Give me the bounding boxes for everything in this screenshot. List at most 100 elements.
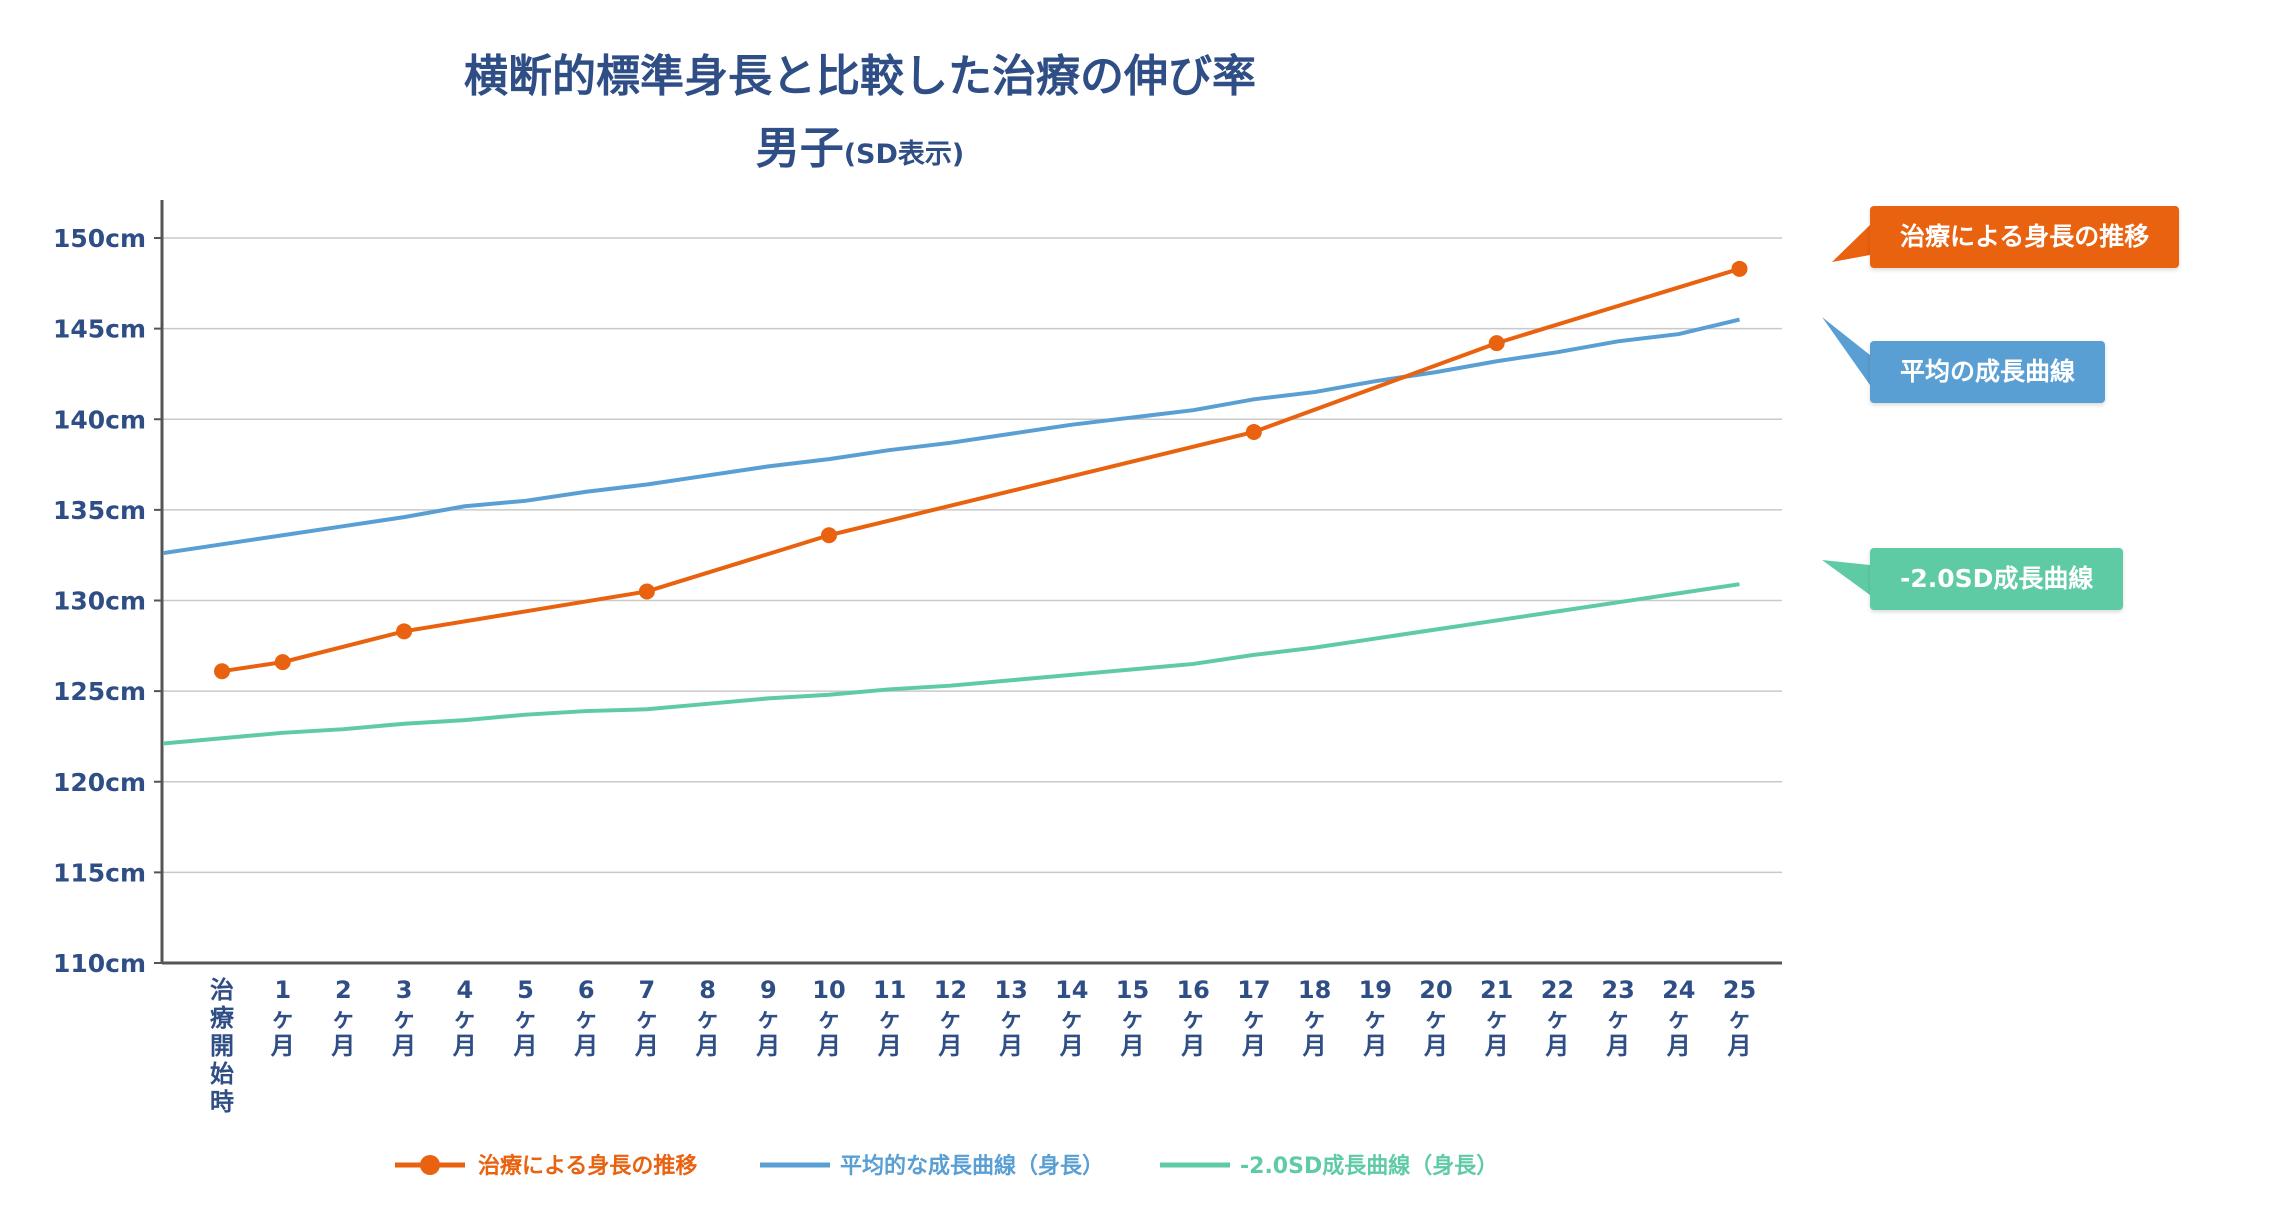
- x-tick-char: ヶ: [1060, 1004, 1084, 1032]
- x-tick-label-1: 1ヶ月: [270, 976, 295, 1060]
- series-point-0-7: [1731, 260, 1748, 277]
- x-tick-char: ヶ: [1667, 1004, 1691, 1032]
- x-tick-char: 開: [210, 1032, 234, 1060]
- x-tick-char: 月: [1120, 1032, 1145, 1060]
- y-tick-label-130: 130cm: [53, 587, 146, 616]
- x-tick-char: 1: [274, 976, 291, 1004]
- callout-pointer-0: [1832, 225, 1870, 262]
- y-tick-label-145: 145cm: [53, 315, 146, 344]
- x-tick-char: 11: [873, 976, 906, 1004]
- x-tick-char: 20: [1419, 976, 1452, 1004]
- callout-pointer-2: [1822, 560, 1870, 595]
- x-tick-char: ヶ: [271, 1004, 295, 1032]
- x-tick-char: 月: [695, 1032, 720, 1060]
- series-line-0: [221, 266, 1741, 674]
- x-tick-char: ヶ: [817, 1004, 841, 1032]
- x-tick-char: 時: [210, 1088, 234, 1116]
- x-tick-char: 17: [1237, 976, 1270, 1004]
- x-tick-char: ヶ: [696, 1004, 720, 1032]
- x-tick-label-3: 3ヶ月: [391, 976, 416, 1060]
- x-tick-char: 15: [1116, 976, 1149, 1004]
- x-tick-char: 月: [330, 1032, 355, 1060]
- x-tick-char: 16: [1176, 976, 1209, 1004]
- series-point-0-2: [396, 623, 413, 640]
- x-tick-char: ヶ: [1121, 1004, 1145, 1032]
- x-tick-char: 22: [1541, 976, 1574, 1004]
- chart-subtitle: 男子(SD表示): [0, 112, 1720, 176]
- x-tick-char: 月: [1544, 1032, 1569, 1060]
- x-tick-char: 9: [760, 976, 777, 1004]
- y-tick-label-125: 125cm: [53, 677, 146, 706]
- x-tick-char: ヶ: [1303, 1004, 1327, 1032]
- y-tick-label-115: 115cm: [53, 858, 146, 887]
- x-tick-char: 13: [994, 976, 1027, 1004]
- x-tick-char: 月: [270, 1032, 295, 1060]
- x-tick-char: 12: [934, 976, 967, 1004]
- x-tick-char: 24: [1662, 976, 1695, 1004]
- legend-marker-0: [420, 1155, 440, 1175]
- x-tick-char: ヶ: [1485, 1004, 1509, 1032]
- x-tick-char: ヶ: [574, 1004, 598, 1032]
- series-point-0-1: [274, 654, 291, 671]
- x-tick-char: 月: [573, 1032, 598, 1060]
- x-tick-char: 18: [1298, 976, 1331, 1004]
- y-tick-label-150: 150cm: [53, 224, 146, 253]
- x-tick-label-9: 9ヶ月: [755, 976, 780, 1060]
- x-tick-char: 21: [1480, 976, 1513, 1004]
- x-tick-char: ヶ: [1363, 1004, 1387, 1032]
- x-tick-char: 月: [755, 1032, 780, 1060]
- x-tick-char: 月: [998, 1032, 1023, 1060]
- x-tick-char: 25: [1723, 976, 1756, 1004]
- x-tick-char: ヶ: [392, 1004, 416, 1032]
- series-point-0-3: [638, 583, 655, 600]
- x-tick-char: 月: [1423, 1032, 1448, 1060]
- x-tick-char: 月: [1180, 1032, 1205, 1060]
- subtitle-note: (SD表示): [843, 139, 965, 170]
- subtitle-main: 男子: [755, 123, 844, 174]
- legend-label-1: 平均的な成長曲線（身長）: [840, 1153, 1104, 1179]
- x-tick-char: ヶ: [453, 1004, 477, 1032]
- x-tick-char: 2: [335, 976, 352, 1004]
- x-tick-label-7: 7ヶ月: [634, 976, 659, 1060]
- x-tick-char: 治: [210, 976, 234, 1004]
- chart-title: 横断的標準身長と比較した治療の伸び率: [464, 51, 1256, 102]
- x-tick-char: ヶ: [1424, 1004, 1448, 1032]
- x-tick-char: 月: [1241, 1032, 1266, 1060]
- y-tick-label-120: 120cm: [53, 768, 146, 797]
- x-tick-char: 23: [1601, 976, 1634, 1004]
- x-tick-char: ヶ: [635, 1004, 659, 1032]
- x-tick-char: 7: [639, 976, 656, 1004]
- callout-treatment: 治療による身長の推移: [1870, 206, 2180, 268]
- x-tick-char: ヶ: [938, 1004, 962, 1032]
- series-point-0-4: [821, 527, 837, 544]
- x-tick-label-6: 6ヶ月: [573, 976, 598, 1060]
- callout-average: 平均の成長曲線: [1870, 341, 2106, 403]
- x-tick-label-5: 5ヶ月: [513, 976, 538, 1060]
- y-tick-label-110: 110cm: [53, 949, 146, 978]
- x-tick-char: 14: [1055, 976, 1088, 1004]
- x-tick-char: 月: [391, 1032, 416, 1060]
- x-tick-char: ヶ: [1606, 1004, 1630, 1032]
- x-tick-char: 5: [517, 976, 534, 1004]
- x-tick-char: 月: [452, 1032, 477, 1060]
- x-tick-char: 療: [210, 1004, 235, 1032]
- x-tick-char: 3: [396, 976, 413, 1004]
- x-tick-char: 始: [210, 1060, 234, 1088]
- x-tick-char: 月: [816, 1032, 841, 1060]
- x-tick-char: 10: [812, 976, 845, 1004]
- x-tick-char: ヶ: [1242, 1004, 1266, 1032]
